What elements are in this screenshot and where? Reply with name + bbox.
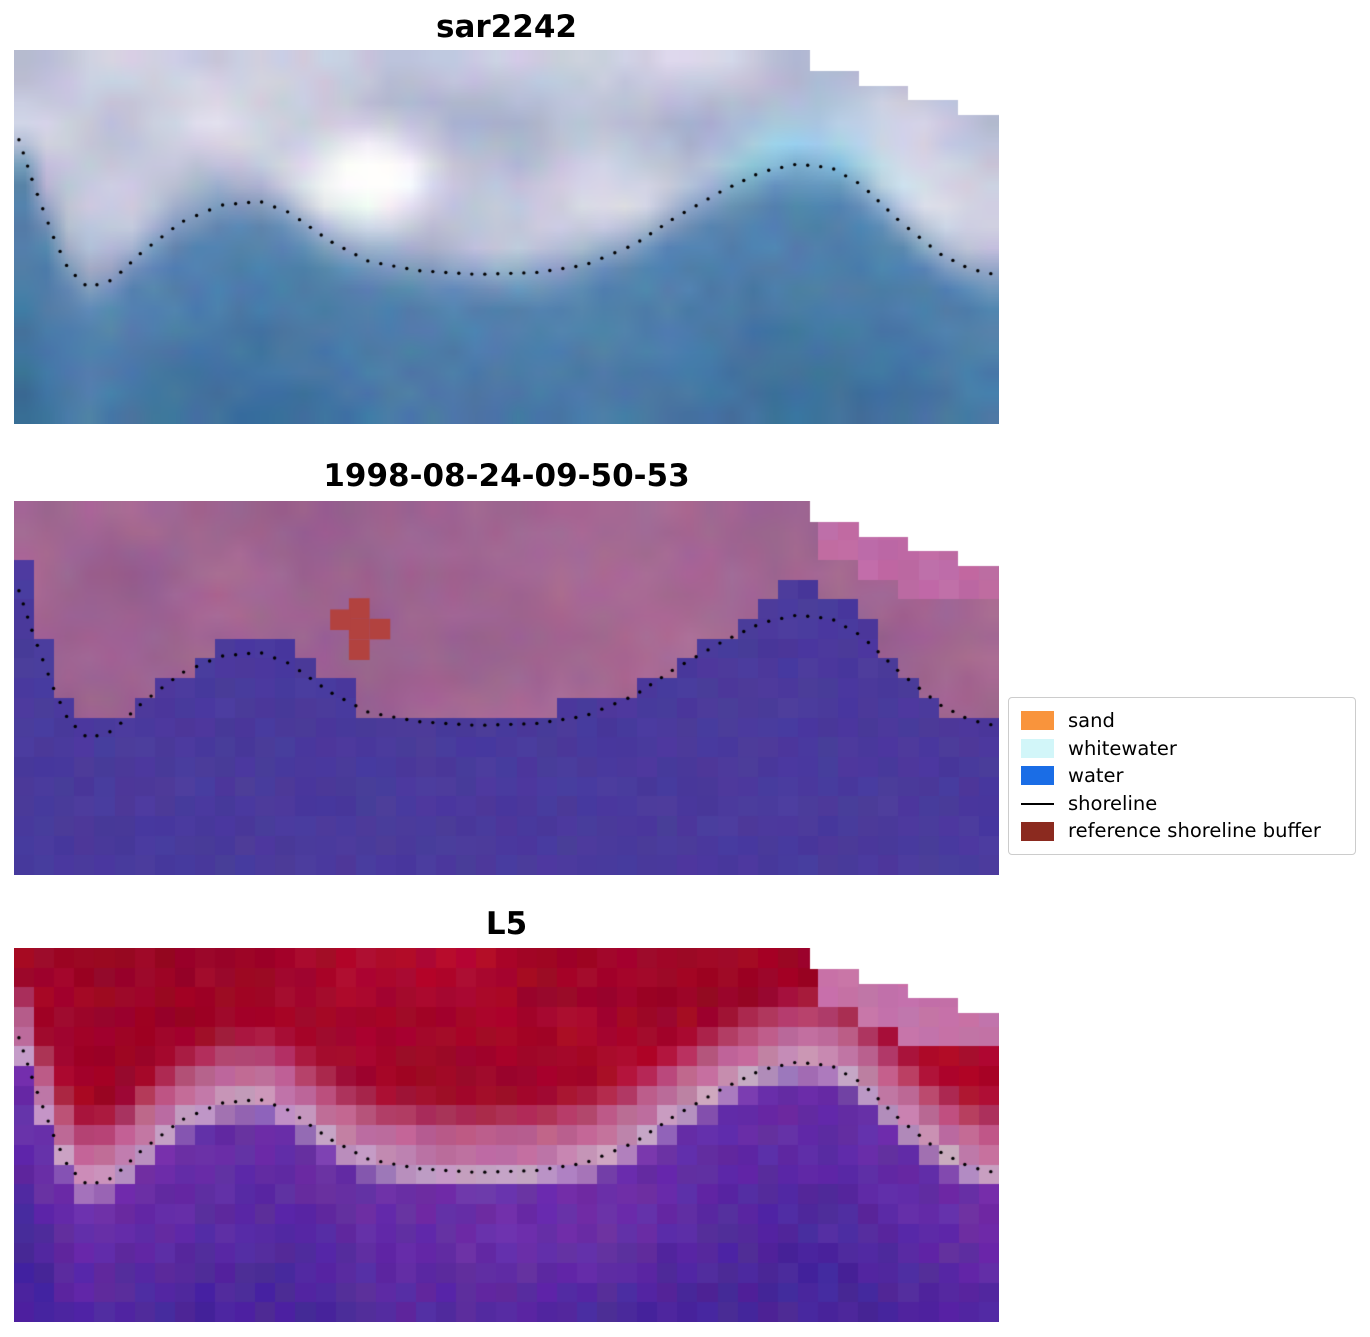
legend-item-reference-shoreline-buffer: reference shoreline buffer (1021, 821, 1343, 841)
panel-title-classified: 1998-08-24-09-50-53 (323, 458, 690, 494)
panel-title-l5: L5 (485, 906, 528, 942)
legend-label-sand: sand (1068, 709, 1115, 733)
legend-label-reference-shoreline-buffer: reference shoreline buffer (1068, 819, 1321, 843)
whitewater-color-swatch-icon (1021, 738, 1054, 758)
sar2242-image-canvas (14, 50, 999, 424)
reference-shoreline-buffer-swatch-icon (1021, 821, 1054, 841)
legend-label-water: water (1068, 764, 1124, 788)
legend-item-shoreline: shoreline (1021, 794, 1343, 814)
legend-item-sand: sand (1021, 711, 1343, 731)
legend-label-whitewater: whitewater (1068, 736, 1177, 760)
panel-title-sar2242: sar2242 (436, 9, 577, 45)
legend-label-shoreline: shoreline (1068, 791, 1158, 815)
water-color-swatch-icon (1021, 766, 1054, 786)
l5-image-canvas (14, 948, 999, 1322)
legend-item-whitewater: whitewater (1021, 739, 1343, 759)
legend: sand whitewater water shoreline referenc… (1008, 697, 1356, 855)
shoreline-line-swatch-icon (1021, 802, 1054, 805)
legend-item-water: water (1021, 766, 1343, 786)
classified-image-canvas (14, 501, 999, 875)
sand-color-swatch-icon (1021, 711, 1054, 731)
